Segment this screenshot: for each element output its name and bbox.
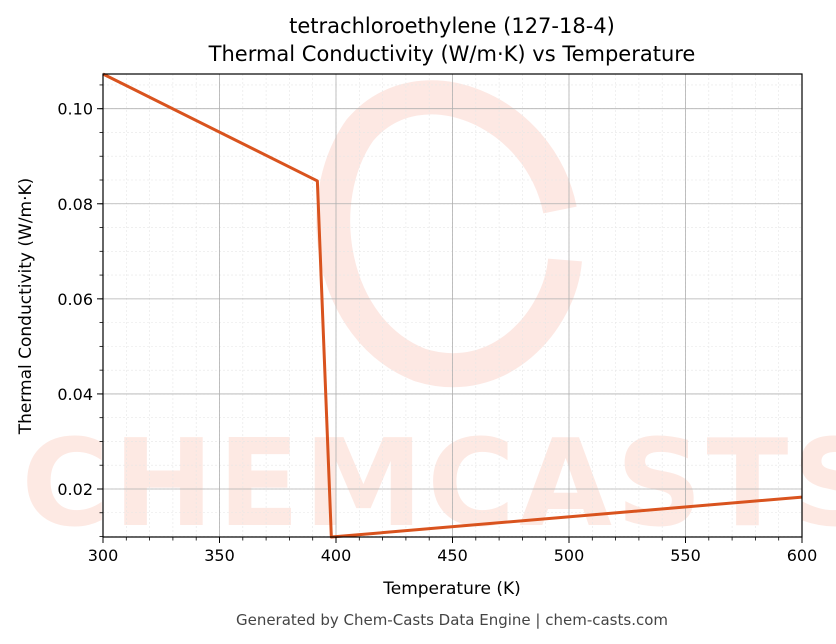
y-tick-label: 0.04: [57, 385, 93, 404]
chart-subtitle: Thermal Conductivity (W/m·K) vs Temperat…: [208, 42, 696, 66]
y-tick-label: 0.06: [57, 290, 93, 309]
y-tick-label: 0.08: [57, 195, 93, 214]
x-tick-label: 350: [204, 546, 235, 565]
x-tick-label: 550: [670, 546, 701, 565]
watermark: CHEMCASTS: [21, 80, 836, 554]
watermark-text: CHEMCASTS: [21, 415, 836, 554]
series-line: [102, 72, 803, 539]
watermark-logo: [316, 80, 582, 388]
x-axis-ticks: 300 350 400 450 500 550 600: [88, 537, 818, 565]
y-axis-ticks: 0.02 0.04 0.06 0.08 0.10: [57, 84, 103, 537]
x-tick-label: 500: [554, 546, 585, 565]
y-axis-label: Thermal Conductivity (W/m·K): [16, 178, 36, 436]
x-tick-label: 450: [437, 546, 468, 565]
x-axis-label: Temperature (K): [382, 579, 521, 599]
x-tick-label: 300: [88, 546, 119, 565]
x-tick-label: 600: [787, 546, 818, 565]
y-tick-label: 0.02: [57, 480, 93, 499]
y-tick-label: 0.10: [57, 100, 93, 119]
series-layer: [102, 72, 803, 539]
x-tick-label: 400: [321, 546, 352, 565]
chart-title: tetrachloroethylene (127-18-4): [289, 14, 615, 38]
footer-credit: Generated by Chem-Casts Data Engine | ch…: [236, 611, 668, 629]
